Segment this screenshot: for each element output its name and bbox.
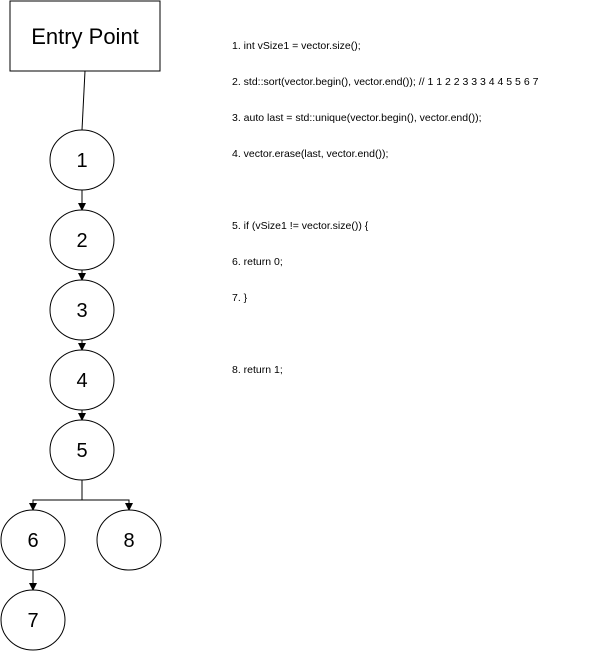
- node-1: 1: [49, 129, 115, 191]
- node-5-circle: [49, 419, 115, 481]
- code-line-4: 4. vector.erase(last, vector.end());: [232, 148, 389, 160]
- edge-entry-to-1: [81, 70, 86, 131]
- node-7: 7: [0, 589, 66, 651]
- code-line-blank-1: [232, 184, 538, 196]
- node-4-label: 4: [76, 370, 87, 392]
- entry-point-label: Entry Point: [31, 24, 139, 49]
- code-line-blank-2: [232, 328, 538, 340]
- node-3: 3: [49, 279, 115, 341]
- entry-point-box: [9, 0, 161, 72]
- node-7-label: 7: [27, 610, 38, 632]
- node-1-circle: [49, 129, 115, 191]
- node-6-circle: [0, 509, 66, 571]
- node-2-label: 2: [76, 230, 87, 252]
- code-line-8: 8. return 1;: [232, 364, 283, 376]
- node-5-label: 5: [76, 440, 87, 462]
- node-6-label: 6: [27, 530, 38, 552]
- node-5: 5: [49, 419, 115, 481]
- code-line-3: 3. auto last = std::unique(vector.begin(…: [232, 112, 482, 124]
- node-2: 2: [49, 209, 115, 271]
- entry-point-node: Entry Point: [9, 0, 161, 72]
- code-listing: 1. int vSize1 = vector.size(); 2. std::s…: [232, 16, 538, 388]
- code-line-1: 1. int vSize1 = vector.size();: [232, 40, 361, 52]
- edge-5-to-6: [29, 480, 83, 511]
- node-7-circle: [0, 589, 66, 651]
- node-3-circle: [49, 279, 115, 341]
- edges: [29, 70, 133, 591]
- node-8-label: 8: [123, 530, 134, 552]
- edge-5-to-8: [81, 480, 133, 511]
- node-4: 4: [49, 349, 115, 411]
- code-line-5: 5. if (vSize1 != vector.size()) {: [232, 220, 369, 232]
- node-2-circle: [49, 209, 115, 271]
- node-8: 8: [96, 509, 162, 571]
- node-6: 6: [0, 509, 66, 571]
- code-line-7: 7. }: [232, 292, 248, 304]
- code-line-6: 6. return 0;: [232, 256, 283, 268]
- nodes: 1 2 3 4 5 6 8 7: [0, 129, 162, 651]
- node-4-circle: [49, 349, 115, 411]
- node-8-circle: [96, 509, 162, 571]
- node-3-label: 3: [76, 300, 87, 322]
- node-1-label: 1: [76, 150, 87, 172]
- code-line-2: 2. std::sort(vector.begin(), vector.end(…: [232, 76, 539, 88]
